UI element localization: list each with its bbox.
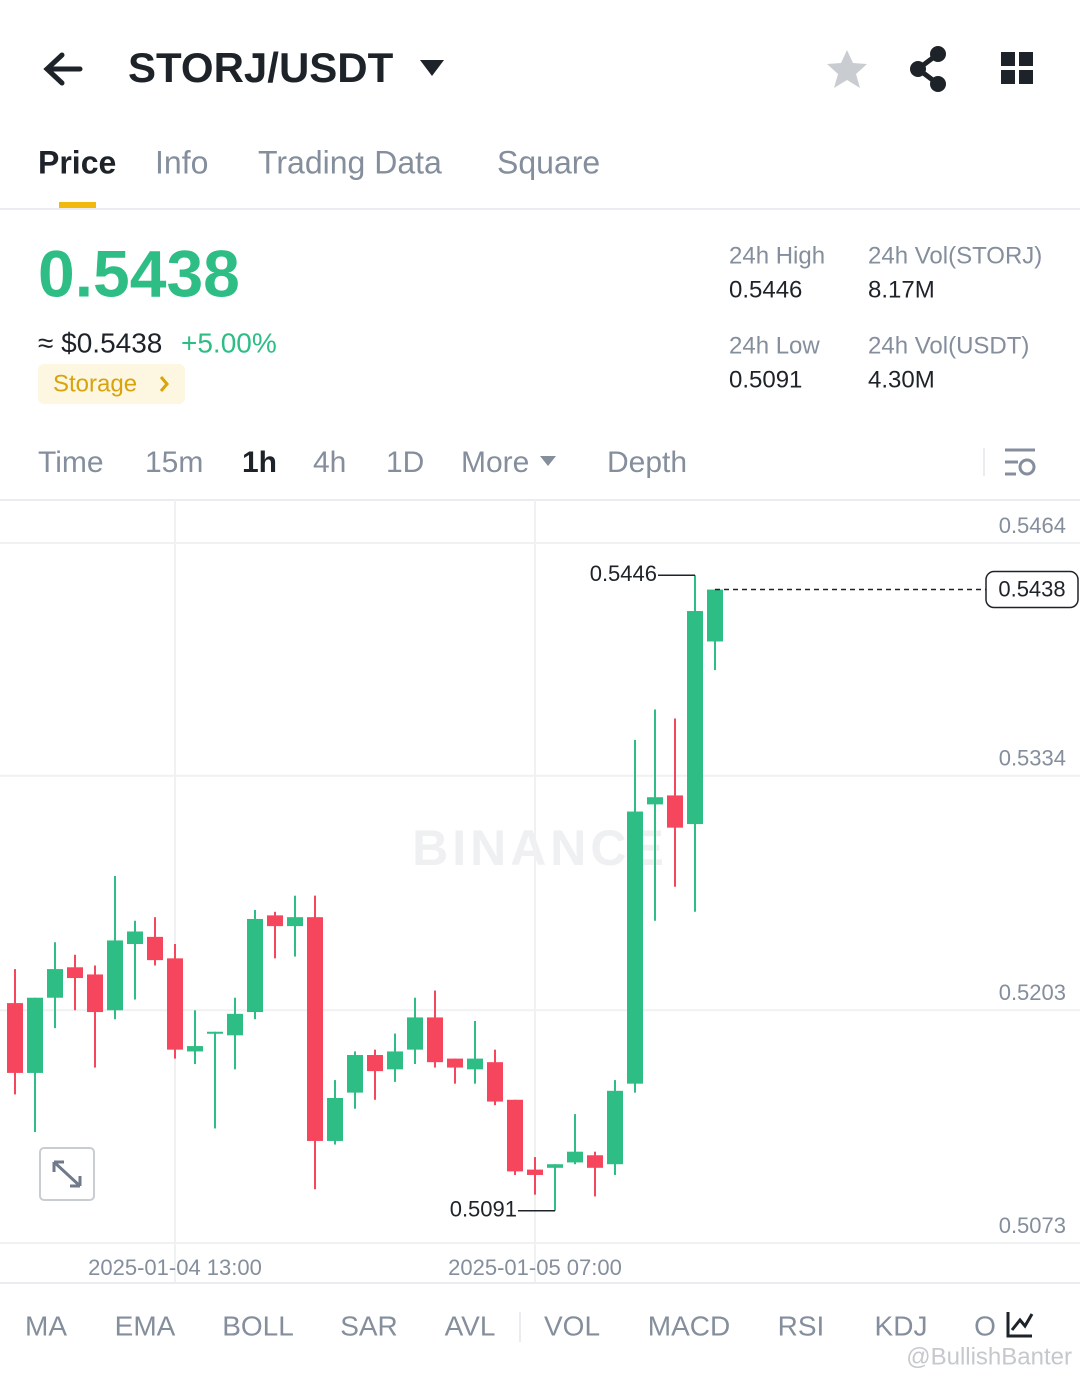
chart-type-icon[interactable] [1006, 1312, 1034, 1338]
y-tick-label: 0.5073 [999, 1213, 1066, 1238]
indicator[interactable]: VOL [544, 1310, 600, 1341]
candle-body [27, 997, 43, 1073]
settings-icon[interactable] [1005, 448, 1036, 476]
candle-body [467, 1058, 483, 1070]
interval[interactable]: 1h [242, 446, 277, 479]
candle-body [587, 1155, 603, 1168]
back-icon[interactable] [43, 52, 83, 86]
candle-body [567, 1151, 583, 1163]
interval[interactable]: Time [38, 446, 104, 479]
indicator[interactable]: KDJ [875, 1310, 928, 1341]
interval[interactable]: 1D [386, 446, 424, 479]
candle-body [667, 795, 683, 828]
candle-body [607, 1090, 623, 1165]
candle-body [687, 611, 703, 825]
indicator[interactable]: MACD [648, 1310, 730, 1341]
indicator[interactable]: SAR [340, 1310, 398, 1341]
tag-label[interactable]: Storage [53, 370, 137, 397]
indicator[interactable]: AVL [445, 1310, 496, 1341]
stat-label: 24h High [729, 242, 825, 269]
tab[interactable]: Info [155, 144, 208, 180]
candle-body [207, 1031, 223, 1034]
candle-body [67, 967, 83, 979]
high-marker-label: 0.5446 [590, 561, 657, 586]
indicator[interactable]: RSI [778, 1310, 825, 1341]
stat-label: 24h Vol(STORJ) [868, 242, 1042, 269]
indicator[interactable]: BOLL [222, 1310, 294, 1341]
tab[interactable]: Square [497, 144, 600, 180]
candle-body [447, 1058, 463, 1068]
candle-body [147, 936, 163, 961]
last-price-label: 0.5438 [998, 576, 1065, 601]
candle-body [707, 589, 723, 642]
tab[interactable]: Price [38, 144, 116, 180]
stat-value: 4.30M [868, 366, 935, 393]
tab-indicator [59, 202, 96, 208]
tab[interactable]: Trading Data [258, 144, 442, 180]
y-tick-label: 0.5203 [999, 980, 1066, 1005]
candle-body [47, 969, 63, 998]
grid-icon[interactable] [1001, 52, 1033, 84]
candle-body [187, 1046, 203, 1052]
candle-body [7, 1003, 23, 1073]
interval[interactable]: 15m [145, 446, 203, 479]
indicator[interactable]: EMA [115, 1310, 176, 1341]
tag-chip[interactable] [38, 364, 185, 404]
symbol-caret[interactable] [420, 60, 444, 76]
favorite-icon[interactable] [827, 50, 867, 88]
candle-body [167, 958, 183, 1050]
interval[interactable]: More [461, 446, 529, 479]
stat-value: 8.17M [868, 276, 935, 303]
candle-body [307, 917, 323, 1141]
stat-value: 0.5091 [729, 366, 802, 393]
y-tick-label: 0.5464 [999, 513, 1066, 538]
stat-label: 24h Low [729, 332, 820, 359]
watermark: @BullishBanter [906, 1343, 1072, 1370]
share-icon[interactable] [910, 46, 946, 92]
fiat-price: ≈ $0.5438 [38, 327, 162, 358]
candle-body [327, 1097, 343, 1141]
stat-label: 24h Vol(USDT) [868, 332, 1029, 359]
symbol[interactable]: STORJ/USDT [128, 44, 394, 91]
last-price-box [985, 570, 1079, 609]
candle-body [527, 1169, 543, 1175]
low-marker-label: 0.5091 [450, 1197, 517, 1222]
candle-body [87, 974, 103, 1013]
more-caret[interactable] [540, 456, 556, 466]
chart-watermark: BINANCE [412, 820, 668, 876]
candle-body [627, 811, 643, 1084]
candle-body [127, 931, 143, 945]
x-tick-label: 2025-01-04 13:00 [88, 1255, 262, 1280]
candle-body [287, 917, 303, 927]
candle-body [407, 1017, 423, 1050]
stat-value: 0.5446 [729, 276, 802, 303]
candle-body [547, 1164, 563, 1168]
tag-chevron [159, 376, 169, 392]
candle-body [227, 1013, 243, 1036]
candle-body [367, 1055, 383, 1072]
interval[interactable]: Depth [607, 446, 687, 479]
interval[interactable]: 4h [313, 446, 346, 479]
candle-body [647, 797, 663, 805]
last-price: 0.5438 [38, 236, 240, 310]
indicator[interactable]: MA [25, 1310, 67, 1341]
candle-body [267, 915, 283, 927]
candle-body [507, 1099, 523, 1172]
candle-body [247, 918, 263, 1013]
candle-body [487, 1062, 503, 1102]
expand-icon [52, 1160, 82, 1188]
candle-body [427, 1017, 443, 1063]
x-tick-label: 2025-01-05 07:00 [448, 1255, 622, 1280]
candle-body [107, 940, 123, 1011]
candle-body [387, 1051, 403, 1070]
indicator[interactable]: O [974, 1310, 996, 1341]
price-change: +5.00% [181, 327, 277, 358]
y-tick-label: 0.5334 [999, 746, 1066, 771]
candle-body [347, 1055, 363, 1093]
